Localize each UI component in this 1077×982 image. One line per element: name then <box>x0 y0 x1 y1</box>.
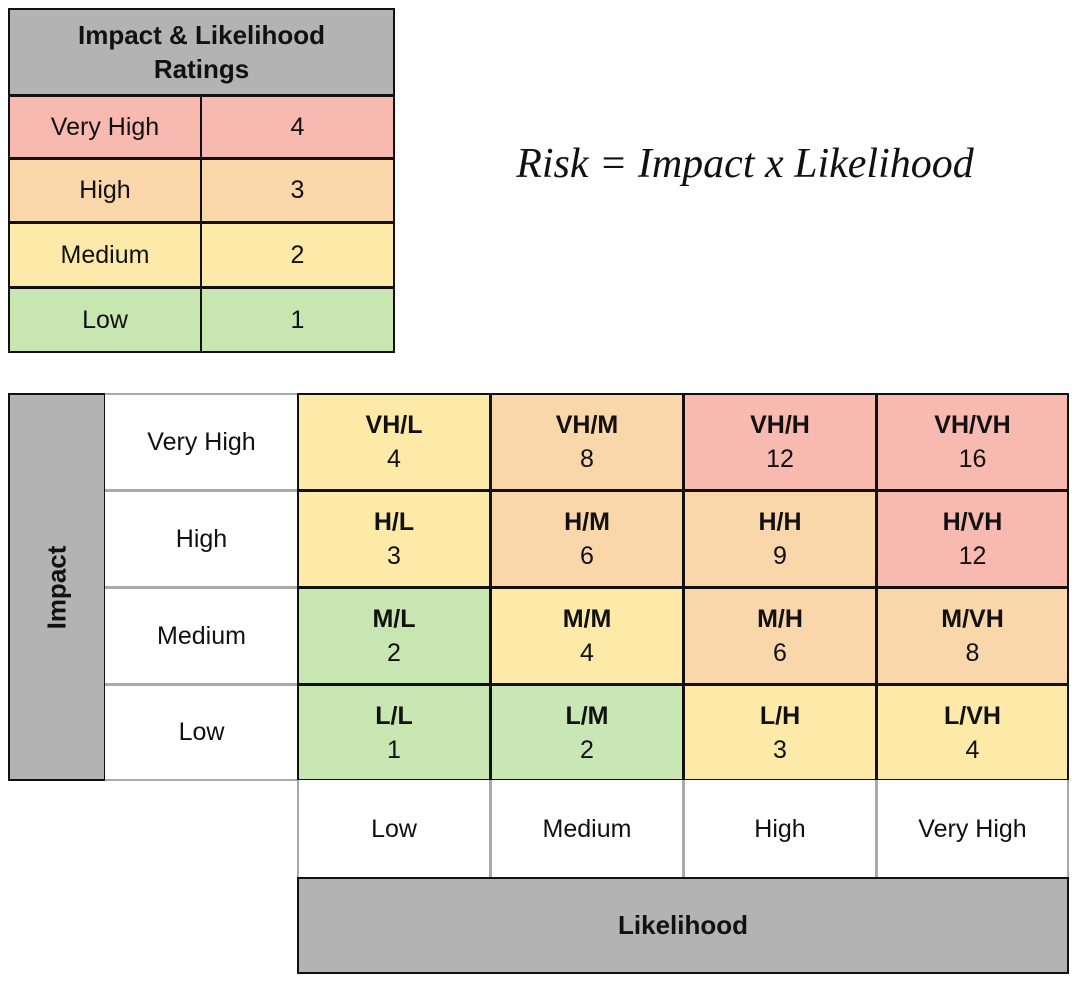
cell-score: 9 <box>773 542 787 570</box>
rating-label: Low <box>8 287 202 353</box>
x-axis-bar: Likelihood <box>297 877 1069 974</box>
cell-score: 4 <box>580 639 594 667</box>
rating-label: Very High <box>8 95 202 159</box>
matrix-cell: VH/L 4 <box>297 393 491 491</box>
cell-code: H/VH <box>942 508 1003 536</box>
matrix-cell: H/M 6 <box>490 490 684 588</box>
cell-score: 3 <box>773 735 787 764</box>
matrix-cell: M/H 6 <box>683 587 877 685</box>
cell-code: VH/L <box>365 411 423 439</box>
cell-code: M/H <box>757 605 803 633</box>
cell-score: 1 <box>387 735 401 764</box>
column-label: High <box>683 780 877 878</box>
matrix-cell: VH/M 8 <box>490 393 684 491</box>
cell-code: L/H <box>759 701 801 730</box>
cell-code: M/M <box>562 605 612 633</box>
column-label: Medium <box>490 780 684 878</box>
matrix-cell: H/H 9 <box>683 490 877 588</box>
rating-value: 2 <box>200 222 395 288</box>
rating-label: Medium <box>8 222 202 288</box>
cell-code: VH/VH <box>934 411 1011 439</box>
matrix-cell: L/L 1 <box>297 684 491 781</box>
cell-code: L/M <box>565 701 609 730</box>
cell-score: 8 <box>580 445 594 473</box>
cell-score: 4 <box>965 735 980 764</box>
matrix-cell: M/L 2 <box>297 587 491 685</box>
matrix-cell: H/L 3 <box>297 490 491 588</box>
cell-code: H/H <box>758 508 802 536</box>
cell-score: 12 <box>766 445 794 473</box>
matrix-cell: VH/H 12 <box>683 393 877 491</box>
row-label: Low <box>105 684 298 781</box>
rating-value: 3 <box>200 158 395 223</box>
matrix-cell: L/M 2 <box>490 684 684 781</box>
matrix-cell: VH/VH 16 <box>876 393 1069 491</box>
cell-score: 2 <box>580 735 594 764</box>
rating-label: High <box>8 158 202 223</box>
rating-value: 4 <box>200 95 395 159</box>
ratings-title: Impact & Likelihood Ratings <box>8 8 395 96</box>
cell-code: L/VH <box>944 701 1001 730</box>
cell-code: VH/M <box>555 411 619 439</box>
column-label: Low <box>297 780 491 878</box>
matrix-cell: L/VH 4 <box>876 684 1069 781</box>
cell-score: 12 <box>958 542 987 570</box>
cell-score: 4 <box>387 445 401 473</box>
cell-code: VH/H <box>750 411 810 439</box>
cell-code: M/L <box>372 605 416 633</box>
cell-score: 6 <box>580 542 594 570</box>
cell-score: 8 <box>965 639 980 667</box>
cell-score: 3 <box>387 542 401 570</box>
column-label: Very High <box>876 780 1069 878</box>
matrix-cell: L/H 3 <box>683 684 877 781</box>
formula: Risk = Impact x Likelihood <box>516 141 974 187</box>
cell-score: 16 <box>958 445 987 473</box>
cell-code: H/L <box>373 508 415 536</box>
matrix-cell: M/VH 8 <box>876 587 1069 685</box>
cell-code: H/M <box>564 508 610 536</box>
row-label: Medium <box>105 587 298 685</box>
row-label: High <box>105 490 298 588</box>
rating-value: 1 <box>200 287 395 353</box>
cell-score: 6 <box>773 639 787 667</box>
y-axis-bar: Impact <box>8 393 106 781</box>
cell-score: 2 <box>387 639 401 667</box>
matrix-cell: M/M 4 <box>490 587 684 685</box>
cell-code: M/VH <box>941 605 1004 633</box>
row-label: Very High <box>105 393 298 491</box>
matrix-cell: H/VH 12 <box>876 490 1069 588</box>
y-axis-title: Impact <box>41 545 72 629</box>
cell-code: L/L <box>375 701 413 730</box>
